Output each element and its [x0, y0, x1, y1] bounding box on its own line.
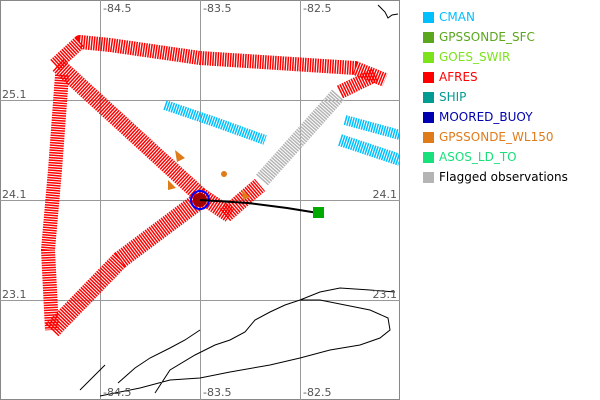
coastline: [79, 4, 399, 397]
buoy-drift-track: [199, 199, 319, 214]
legend-swatch: [423, 71, 434, 83]
flagged-observations: [256, 89, 344, 186]
legend-swatch: [423, 111, 434, 123]
lon-label-top: -83.5: [203, 2, 231, 15]
legend-item[interactable]: ASOS_LD_TO: [423, 147, 568, 167]
legend-item[interactable]: AFRES: [423, 67, 568, 87]
legend-label: GOES_SWIR: [439, 50, 511, 64]
cman-observations: [163, 100, 400, 166]
legend-swatch: [423, 91, 434, 103]
legend-item[interactable]: GPSSONDE_WL150: [423, 127, 568, 147]
legend-item[interactable]: MOORED_BUOY: [423, 107, 568, 127]
legend-item[interactable]: GPSSONDE_SFC: [423, 27, 568, 47]
lon-label-bottom: -83.5: [203, 386, 231, 399]
lon-label-bottom: -84.5: [103, 386, 131, 399]
lon-label-top: -84.5: [103, 2, 131, 15]
legend-label: AFRES: [439, 70, 478, 84]
legend-swatch: [423, 171, 434, 183]
legend-swatch: [423, 131, 434, 143]
gpssonde-sfc-marker: [313, 207, 324, 218]
legend-label: Flagged observations: [439, 170, 568, 184]
lat-label-right: 24.1: [373, 188, 398, 201]
legend-item[interactable]: Flagged observations: [423, 167, 568, 187]
legend-swatch: [423, 31, 434, 43]
lat-label-left: 25.1: [2, 88, 27, 101]
lon-label-top: -82.5: [303, 2, 331, 15]
observation-map[interactable]: -84.5 -83.5 -82.5 -84.5 -83.5 -82.5 25.1…: [0, 0, 400, 400]
lon-label-bottom: -82.5: [303, 386, 331, 399]
gpssonde-wl150-observations: [168, 150, 250, 200]
legend-item[interactable]: GOES_SWIR: [423, 47, 568, 67]
legend-label: SHIP: [439, 90, 467, 104]
lat-label-left: 24.1: [2, 188, 27, 201]
lat-label-left: 23.1: [2, 288, 27, 301]
legend-label: ASOS_LD_TO: [439, 150, 517, 164]
axis-labels: -84.5 -83.5 -82.5 -84.5 -83.5 -82.5 25.1…: [2, 2, 397, 399]
legend-label: GPSSONDE_SFC: [439, 30, 535, 44]
legend-label: CMAN: [439, 10, 475, 24]
legend-label: MOORED_BUOY: [439, 110, 533, 124]
legend: CMAN GPSSONDE_SFC GOES_SWIR AFRES SHIP MOORED…: [423, 7, 568, 187]
legend-item[interactable]: CMAN: [423, 7, 568, 27]
legend-item[interactable]: SHIP: [423, 87, 568, 107]
legend-label: GPSSONDE_WL150: [439, 130, 554, 144]
legend-swatch: [423, 11, 434, 23]
lat-label-right: 23.1: [373, 288, 398, 301]
legend-swatch: [423, 151, 434, 163]
legend-swatch: [423, 51, 434, 63]
